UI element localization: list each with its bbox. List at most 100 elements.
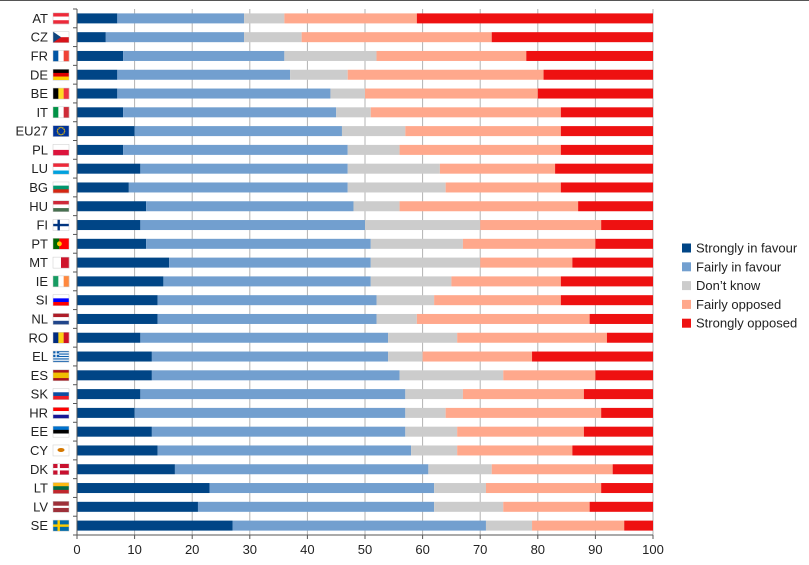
- legend-label: Fairly in favour: [696, 259, 782, 274]
- bar-segment: [151, 426, 406, 437]
- bar-segment: [77, 107, 124, 118]
- flag-icon: [52, 162, 70, 175]
- bar-segment: [595, 238, 653, 249]
- category-labels: AT CZ FR DE BE IT EU27 PL LU BG HU FI PT MT IE SI NL RO EL…: [15, 11, 48, 533]
- flag-icon: [52, 256, 70, 269]
- bar-segment: [416, 13, 653, 24]
- bar-segment: [77, 407, 135, 418]
- category-label: PT: [31, 236, 48, 251]
- category-label: FR: [31, 48, 48, 63]
- category-label: SI: [36, 293, 48, 308]
- bar-segment: [77, 501, 198, 512]
- category-label: HU: [29, 199, 48, 214]
- flag-icon: [52, 350, 70, 363]
- x-tick-label: 60: [415, 542, 429, 557]
- bar-segment: [77, 351, 152, 362]
- flag-icon: [52, 144, 70, 156]
- bar-segment: [128, 182, 348, 193]
- flags: [52, 12, 70, 532]
- flag-icon: [52, 87, 70, 100]
- bar-segment: [140, 220, 365, 231]
- bar-segment: [117, 88, 331, 99]
- legend-swatch: [682, 318, 691, 328]
- bar-segment: [77, 144, 124, 155]
- category-label: BE: [31, 86, 49, 101]
- flag-icon: [52, 482, 70, 494]
- bar-segment: [146, 201, 354, 212]
- bar-segment: [157, 295, 377, 306]
- bar-segment: [376, 313, 417, 324]
- bar-segment: [416, 313, 590, 324]
- flag-icon: [52, 50, 70, 62]
- bar-segment: [428, 464, 492, 475]
- flag-icon: [52, 425, 70, 438]
- bar-segment: [370, 257, 481, 268]
- bar-segment: [123, 107, 337, 118]
- flag-icon: [52, 519, 70, 532]
- bar-segment: [560, 107, 653, 118]
- flag-icon: [52, 407, 70, 419]
- bar-segment: [434, 501, 504, 512]
- flag-icon: [52, 275, 70, 288]
- category-label: CY: [30, 443, 48, 458]
- x-tick-label: 90: [588, 542, 602, 557]
- bar-segment: [157, 313, 377, 324]
- bar-segment: [244, 13, 285, 24]
- category-label: DK: [30, 462, 48, 477]
- category-label: IE: [36, 274, 49, 289]
- bar-segment: [123, 50, 285, 61]
- bar-segment: [462, 389, 584, 400]
- bar-segment: [370, 276, 452, 287]
- bar-segment: [157, 445, 412, 456]
- bar-segment: [439, 163, 556, 174]
- bar-segment: [77, 464, 175, 475]
- x-tick-label: 50: [358, 542, 372, 557]
- bar-segment: [77, 389, 141, 400]
- bar-segment: [370, 107, 561, 118]
- bar-segment: [601, 407, 653, 418]
- bar-segment: [301, 32, 492, 43]
- category-label: IT: [36, 105, 48, 120]
- bar-segment: [77, 313, 158, 324]
- bar-segment: [405, 126, 561, 137]
- bar-segment: [589, 313, 653, 324]
- bar-segment: [105, 32, 245, 43]
- x-tick-label: 30: [243, 542, 257, 557]
- bar-segment: [163, 276, 371, 287]
- bar-segment: [445, 407, 602, 418]
- bar-segment: [405, 407, 446, 418]
- bar-segment: [526, 50, 653, 61]
- bar-segment: [151, 351, 389, 362]
- legend-label: Don’t know: [696, 278, 761, 293]
- bar-segment: [77, 201, 147, 212]
- bar-segment: [491, 32, 653, 43]
- bar-segment: [537, 88, 653, 99]
- category-label: NL: [31, 311, 48, 326]
- bar-segment: [347, 144, 400, 155]
- flag-icon: [52, 294, 70, 306]
- flag-icon: [52, 369, 70, 382]
- bar-segment: [284, 13, 417, 24]
- bar-segment: [140, 163, 348, 174]
- flag-icon: [52, 501, 70, 513]
- bar-segment: [77, 332, 141, 343]
- flag-icon: [52, 106, 70, 119]
- bar-segment: [560, 144, 653, 155]
- bar-segment: [560, 126, 653, 137]
- bar-segment: [578, 201, 653, 212]
- flag-icon: [52, 31, 70, 43]
- bar-segment: [244, 32, 302, 43]
- x-tick-label: 20: [185, 542, 199, 557]
- bar-segment: [601, 220, 653, 231]
- flag-icon: [52, 125, 70, 137]
- bar-segment: [560, 182, 653, 193]
- bar-segment: [399, 370, 504, 381]
- bar-segment: [583, 389, 653, 400]
- bar-segment: [134, 407, 406, 418]
- bar-segment: [347, 163, 440, 174]
- bar-segment: [284, 50, 377, 61]
- bar-segment: [77, 69, 118, 80]
- bar-segment: [77, 163, 141, 174]
- bar-segment: [532, 351, 653, 362]
